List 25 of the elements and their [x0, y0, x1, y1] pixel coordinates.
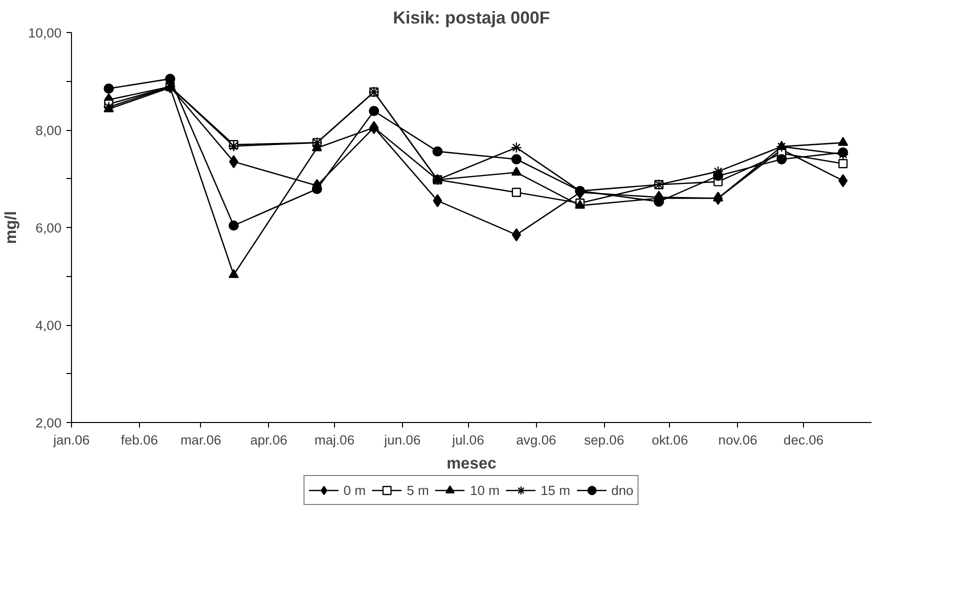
y-tick-label: 2,00	[36, 416, 62, 430]
y-tick-label: 6,00	[36, 220, 62, 236]
x-tick-label: maj.06	[314, 432, 355, 448]
x-tick-label: jul.06	[451, 432, 484, 448]
x-axis-title: mesec	[446, 456, 497, 472]
x-tick-label: nov.06	[718, 432, 758, 448]
x-tick-label: mar.06	[180, 432, 222, 448]
y-tick-label: 8,00	[36, 123, 62, 138]
x-tick-label: avg.06	[516, 432, 556, 448]
x-tick-label: apr.06	[250, 432, 288, 448]
x-tick-label: okt.06	[652, 432, 688, 448]
x-tick-label: jun.06	[383, 432, 421, 448]
legend-label: 15 m	[540, 482, 570, 498]
legend-label: 10 m	[470, 482, 500, 498]
x-tick-label: sep.06	[584, 432, 624, 448]
x-tick-label: dec.06	[784, 432, 824, 448]
chart-title: Kisik: postaja 000F	[393, 8, 550, 28]
legend-label: 5 m	[406, 482, 429, 498]
y-axis-title: mg/l	[3, 211, 20, 244]
x-tick-label: feb.06	[120, 432, 158, 448]
legend-label: dno	[611, 482, 634, 498]
y-tick-label: 4,00	[36, 318, 62, 333]
y-tick-label: 10,00	[28, 26, 62, 40]
x-tick-label: jan.06	[52, 432, 90, 448]
legend-label: 0 m	[344, 482, 366, 498]
